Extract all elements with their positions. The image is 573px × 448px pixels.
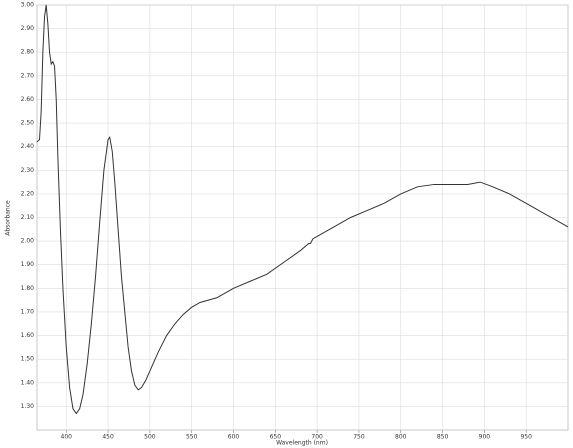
y-tick-label: 2.80 [21, 49, 35, 56]
y-tick-label: 2.60 [21, 96, 35, 103]
y-tick-label: 2.40 [21, 143, 35, 150]
x-tick-label: 650 [270, 434, 282, 441]
y-tick-label: 1.70 [21, 308, 35, 315]
y-tick-label: 1.90 [21, 261, 35, 268]
x-tick-label: 400 [61, 434, 73, 441]
x-tick-label: 500 [144, 434, 156, 441]
x-tick-label: 600 [228, 434, 240, 441]
x-axis-label: Wavelength (nm) [276, 440, 328, 447]
y-tick-label: 1.80 [21, 285, 35, 292]
x-tick-label: 700 [311, 434, 323, 441]
x-tick-label: 800 [395, 434, 407, 441]
x-tick-label: 950 [520, 434, 532, 441]
x-tick-label: 450 [102, 434, 114, 441]
y-tick-label: 1.40 [21, 379, 35, 386]
x-tick-label: 900 [479, 434, 491, 441]
y-tick-label: 2.70 [21, 72, 35, 79]
y-tick-label: 1.60 [21, 332, 35, 339]
y-tick-label: 3.00 [21, 2, 35, 9]
y-tick-label: 2.30 [21, 167, 35, 174]
y-tick-label: 2.10 [21, 214, 35, 221]
y-tick-label: 2.50 [21, 120, 35, 127]
y-tick-label: 2.00 [21, 238, 35, 245]
y-tick-label: 1.50 [21, 356, 35, 363]
y-axis-label: Absorbance [5, 200, 12, 236]
x-tick-label: 850 [437, 434, 449, 441]
spectrum-line [36, 4, 569, 415]
y-tick-label: 1.30 [21, 403, 35, 410]
x-tick-label: 750 [353, 434, 365, 441]
y-tick-label: 2.20 [21, 190, 35, 197]
x-tick-label: 550 [186, 434, 198, 441]
y-tick-label: 2.90 [21, 25, 35, 32]
